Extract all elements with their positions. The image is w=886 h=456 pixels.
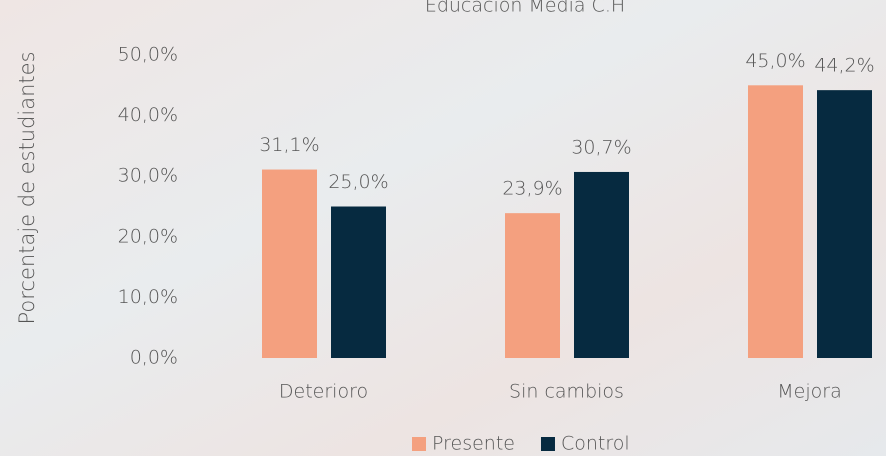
bar [748, 85, 803, 359]
y-tick-label: 40,0% [118, 104, 178, 126]
data-label: 45,0% [745, 50, 805, 72]
legend-swatch [412, 437, 426, 451]
y-axis-label: Porcentaje de estudiantes [15, 51, 39, 324]
bar [331, 206, 386, 358]
bar [262, 169, 317, 358]
data-label: 30,7% [571, 136, 631, 158]
y-tick-label: 0,0% [130, 347, 178, 369]
data-label: 23,9% [502, 178, 562, 200]
bar [817, 90, 872, 358]
data-label: 44,2% [814, 55, 874, 77]
bar [505, 213, 560, 358]
x-tick-label: Sin cambios [509, 381, 624, 403]
y-tick-label: 30,0% [118, 165, 178, 187]
x-tick-label: Mejora [777, 381, 841, 403]
legend-swatch [540, 437, 555, 451]
y-tick-label: 50,0% [118, 44, 178, 66]
y-tick-label: 10,0% [118, 286, 178, 308]
legend-label: Control [561, 433, 630, 455]
legend-label: Presente [432, 433, 515, 455]
data-label: 25,0% [328, 171, 388, 193]
x-tick-label: Deterioro [279, 381, 368, 403]
chart-title: Educación Media C.H [425, 0, 625, 17]
y-tick-label: 20,0% [118, 225, 178, 247]
data-label: 31,1% [259, 134, 319, 156]
bar [574, 171, 629, 358]
